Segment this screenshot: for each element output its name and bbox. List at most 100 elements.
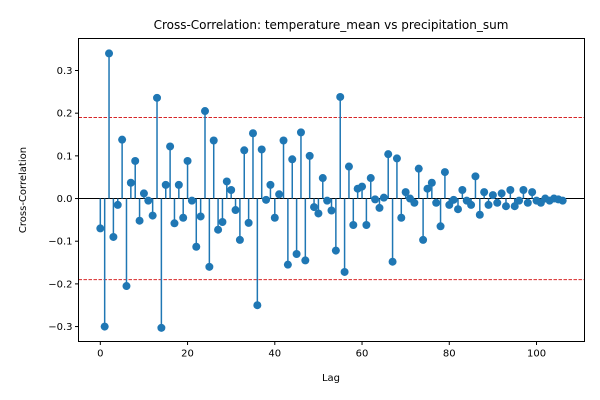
stem-marker [301,256,310,265]
stem-marker [327,206,336,215]
stem-marker [523,198,532,207]
stem-marker [440,168,449,177]
stem-marker [519,186,528,194]
stem-marker [262,195,271,204]
stem-marker [235,235,244,244]
stem-marker [222,177,231,186]
stem-marker [183,156,192,165]
stem-marker [484,200,493,209]
stem-marker [497,189,506,198]
stem-marker [266,180,275,189]
stem-marker [174,180,183,189]
stem-marker [454,205,462,214]
x-axis-ticks: 0 20 40 60 80 100 [97,341,546,360]
stem-marker [244,218,253,227]
stem-marker [475,210,484,219]
axes-frame [78,38,585,342]
stem-marker [375,203,384,212]
x-tick-label: 20 [181,349,194,360]
y-axis-ticks: −0.3 −0.2 −0.1 0.0 0.1 0.2 0.3 [48,66,79,333]
stem-marker [471,172,480,181]
stem-marker [161,180,170,189]
stem-marker [467,200,476,209]
x-axis-label: Lag [322,373,340,384]
stem-marker [510,202,519,211]
stem-marker [144,196,153,205]
x-tick-label: 0 [97,349,103,360]
x-tick-label: 80 [443,349,456,360]
stem-marker [201,107,209,116]
x-tick-label: 60 [356,349,369,360]
stem-marker [196,212,205,221]
stem-marker [397,213,406,222]
stem-marker [218,218,227,227]
stem-marker [157,323,166,332]
stem-marker [528,188,537,197]
chart-title: Cross-Correlation: temperature_mean vs p… [154,18,509,32]
stem-marker [209,136,218,145]
stem-marker [371,195,380,204]
stem-marker [314,209,323,218]
stem-marker [310,203,319,212]
stem-marker [388,257,397,266]
stem-marker [100,322,109,331]
stem-marker [227,186,236,194]
stem-marker [427,178,436,187]
y-tick-label: 0.2 [57,109,73,120]
stem-marker [118,135,127,144]
stem-marker [305,151,314,160]
x-tick-label: 40 [268,349,281,360]
stem-marker [392,154,401,163]
stem-marker [331,246,340,255]
stem-marker [358,182,367,191]
stem-marker [449,195,458,204]
stem-marker [113,200,122,209]
stem-marker [458,186,467,194]
stem-lines [99,53,564,328]
stem-marker [257,145,266,154]
y-tick-label: −0.1 [48,237,72,248]
stem-marker [362,220,371,229]
stem-marker [170,219,179,228]
stem-marker [109,232,118,241]
stem-marker [506,186,515,194]
stem-marker [139,189,148,198]
stem-marker [231,206,240,215]
stem-marker [270,213,279,222]
y-tick-label: −0.2 [48,279,72,290]
stem-marker [344,162,353,171]
y-tick-label: 0.0 [57,194,73,205]
y-tick-label: 0.3 [57,66,73,77]
y-tick-label: 0.1 [57,151,73,162]
stem-marker [122,282,131,291]
stem-marker [488,191,497,200]
stem-marker [214,225,223,234]
stem-marker [153,93,162,102]
x-tick-label: 100 [527,349,546,360]
stem-marker [384,150,393,159]
stem-marker [179,213,188,222]
stem-marker [340,267,349,276]
stem-marker [135,216,144,225]
stem-marker [480,188,489,197]
stem-marker [423,184,432,193]
stem-marker [318,174,327,183]
stem-marker [501,202,510,211]
stem-marker [275,190,284,199]
stem-marker [323,196,332,205]
stem-marker [288,155,297,164]
stem-marker [296,128,305,137]
stem-marker [240,146,249,155]
y-tick-label: −0.3 [48,322,72,333]
stem-marker [283,260,292,269]
stem-marker [105,49,114,58]
stem-marker [515,196,524,205]
stem-marker [292,250,301,259]
stem-markers [96,49,567,332]
confidence-bounds [78,116,585,281]
stem-marker [253,301,262,310]
stem-marker [493,198,502,207]
stem-marker [96,224,105,233]
stem-marker [432,198,441,207]
